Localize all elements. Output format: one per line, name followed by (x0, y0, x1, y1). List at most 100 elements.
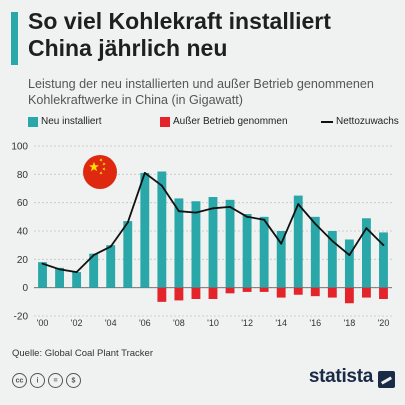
chart-title: So viel Kohlekraft installiert China jäh… (28, 8, 331, 61)
by-icon: i (30, 373, 45, 388)
y-tick-label: 0 (22, 283, 28, 294)
bar-installed (242, 214, 252, 288)
x-tick-label: '04 (105, 318, 117, 328)
accent-bar (11, 12, 18, 65)
bar-retired (361, 287, 371, 298)
bar-installed (293, 195, 303, 288)
net-point (229, 206, 231, 208)
net-point (92, 254, 95, 256)
legend-swatch-installed (28, 116, 38, 127)
bar-retired (276, 287, 286, 298)
cc-icon: cc (12, 373, 27, 388)
legend-item-net: Nettozuwachs (321, 116, 399, 127)
bar-installed (38, 262, 47, 288)
flag-star (102, 167, 106, 171)
x-tick-label: '02 (71, 318, 83, 328)
bar-retired (344, 287, 354, 304)
legend-label-retired: Außer Betrieb genommen (173, 116, 288, 127)
net-point (331, 240, 334, 242)
bar-installed (310, 216, 320, 288)
flag-star (99, 158, 103, 162)
net-point (348, 254, 351, 256)
bar-retired (327, 287, 337, 298)
bars (38, 171, 388, 304)
net-point (314, 223, 317, 225)
net-point (195, 211, 197, 214)
legend-swatch-retired (160, 116, 170, 127)
bar-retired (259, 287, 269, 292)
bar-installed (208, 197, 218, 288)
y-tick-label: 20 (17, 255, 29, 266)
x-tick-label: '16 (309, 318, 321, 328)
x-tick-label: '08 (173, 318, 185, 328)
y-tick-label: 80 (17, 170, 29, 181)
bar-installed (106, 245, 116, 288)
bar-installed (225, 199, 235, 288)
net-point (212, 207, 214, 210)
bar-installed (72, 272, 82, 288)
bar-retired (293, 287, 303, 295)
equals-icon: $ (66, 373, 81, 388)
y-tick-label: 40 (17, 227, 29, 238)
net-point (109, 245, 112, 248)
bar-retired (208, 287, 218, 299)
bar-installed (259, 216, 269, 288)
y-tick-label: -20 (14, 312, 29, 323)
legend-swatch-net (321, 120, 333, 123)
bar-installed (157, 171, 167, 288)
bar-installed (89, 253, 99, 288)
source-note: Quelle: Global Coal Plant Tracker (12, 348, 153, 359)
legend-label-installed: Neu installiert (41, 116, 102, 127)
brand-name[interactable]: statista (308, 366, 373, 387)
flag-star (99, 171, 103, 175)
y-tick-label: 100 (11, 142, 28, 153)
net-point (160, 184, 163, 187)
license-icons: cc i = $ (12, 373, 82, 391)
net-point (58, 268, 61, 271)
net-point (126, 221, 129, 224)
bar-retired (191, 287, 201, 299)
x-axis: '00 '02 '04 '06 '08 '10 '12 '14 '16 '18 '20 (37, 318, 390, 328)
bar-retired (379, 287, 388, 299)
bar-retired (225, 287, 235, 294)
net-line-group (41, 172, 385, 274)
bar-installed (174, 198, 184, 288)
flag-star (102, 162, 106, 166)
bar-installed (327, 231, 337, 288)
legend: Neu installiert Außer Betrieb genommen N… (28, 116, 403, 132)
bar-installed (140, 172, 150, 288)
bar-installed (191, 201, 201, 288)
x-tick-label: '18 (344, 318, 356, 328)
chart-area: -20 0 20 40 60 80 100 '00 '02 '04 '06 '08 '10 '12 '14… (11, 142, 392, 328)
x-tick-label: '14 (275, 318, 287, 328)
bar-retired (174, 287, 184, 301)
x-tick-label: '00 (37, 318, 49, 328)
bar-installed (55, 267, 65, 288)
bar-installed (379, 232, 388, 288)
net-point (263, 218, 266, 221)
bar-installed (361, 218, 371, 288)
nd-icon: = (48, 373, 63, 388)
bar-installed (123, 221, 133, 288)
x-tick-label: '06 (139, 318, 151, 328)
x-tick-label: '20 (378, 318, 390, 328)
bar-installed (276, 231, 286, 288)
net-point (246, 215, 248, 218)
flag-star (89, 161, 99, 172)
net-point (41, 262, 44, 265)
legend-label-net: Nettozuwachs (336, 116, 399, 127)
bar-retired (310, 287, 320, 297)
y-tick-label: 60 (17, 198, 29, 209)
net-point (297, 203, 300, 205)
y-axis: -20 0 20 40 60 80 100 (11, 142, 28, 323)
x-tick-label: '10 (207, 318, 219, 328)
statista-logo-icon (378, 371, 395, 388)
bar-retired (242, 287, 252, 292)
legend-item-retired: Außer Betrieb genommen (160, 116, 288, 127)
x-tick-label: '12 (241, 318, 253, 328)
legend-item-installed: Neu installiert (28, 116, 102, 127)
net-point (143, 172, 146, 174)
flag-disc (83, 155, 117, 189)
bar-retired (157, 287, 167, 302)
net-point (280, 242, 283, 245)
